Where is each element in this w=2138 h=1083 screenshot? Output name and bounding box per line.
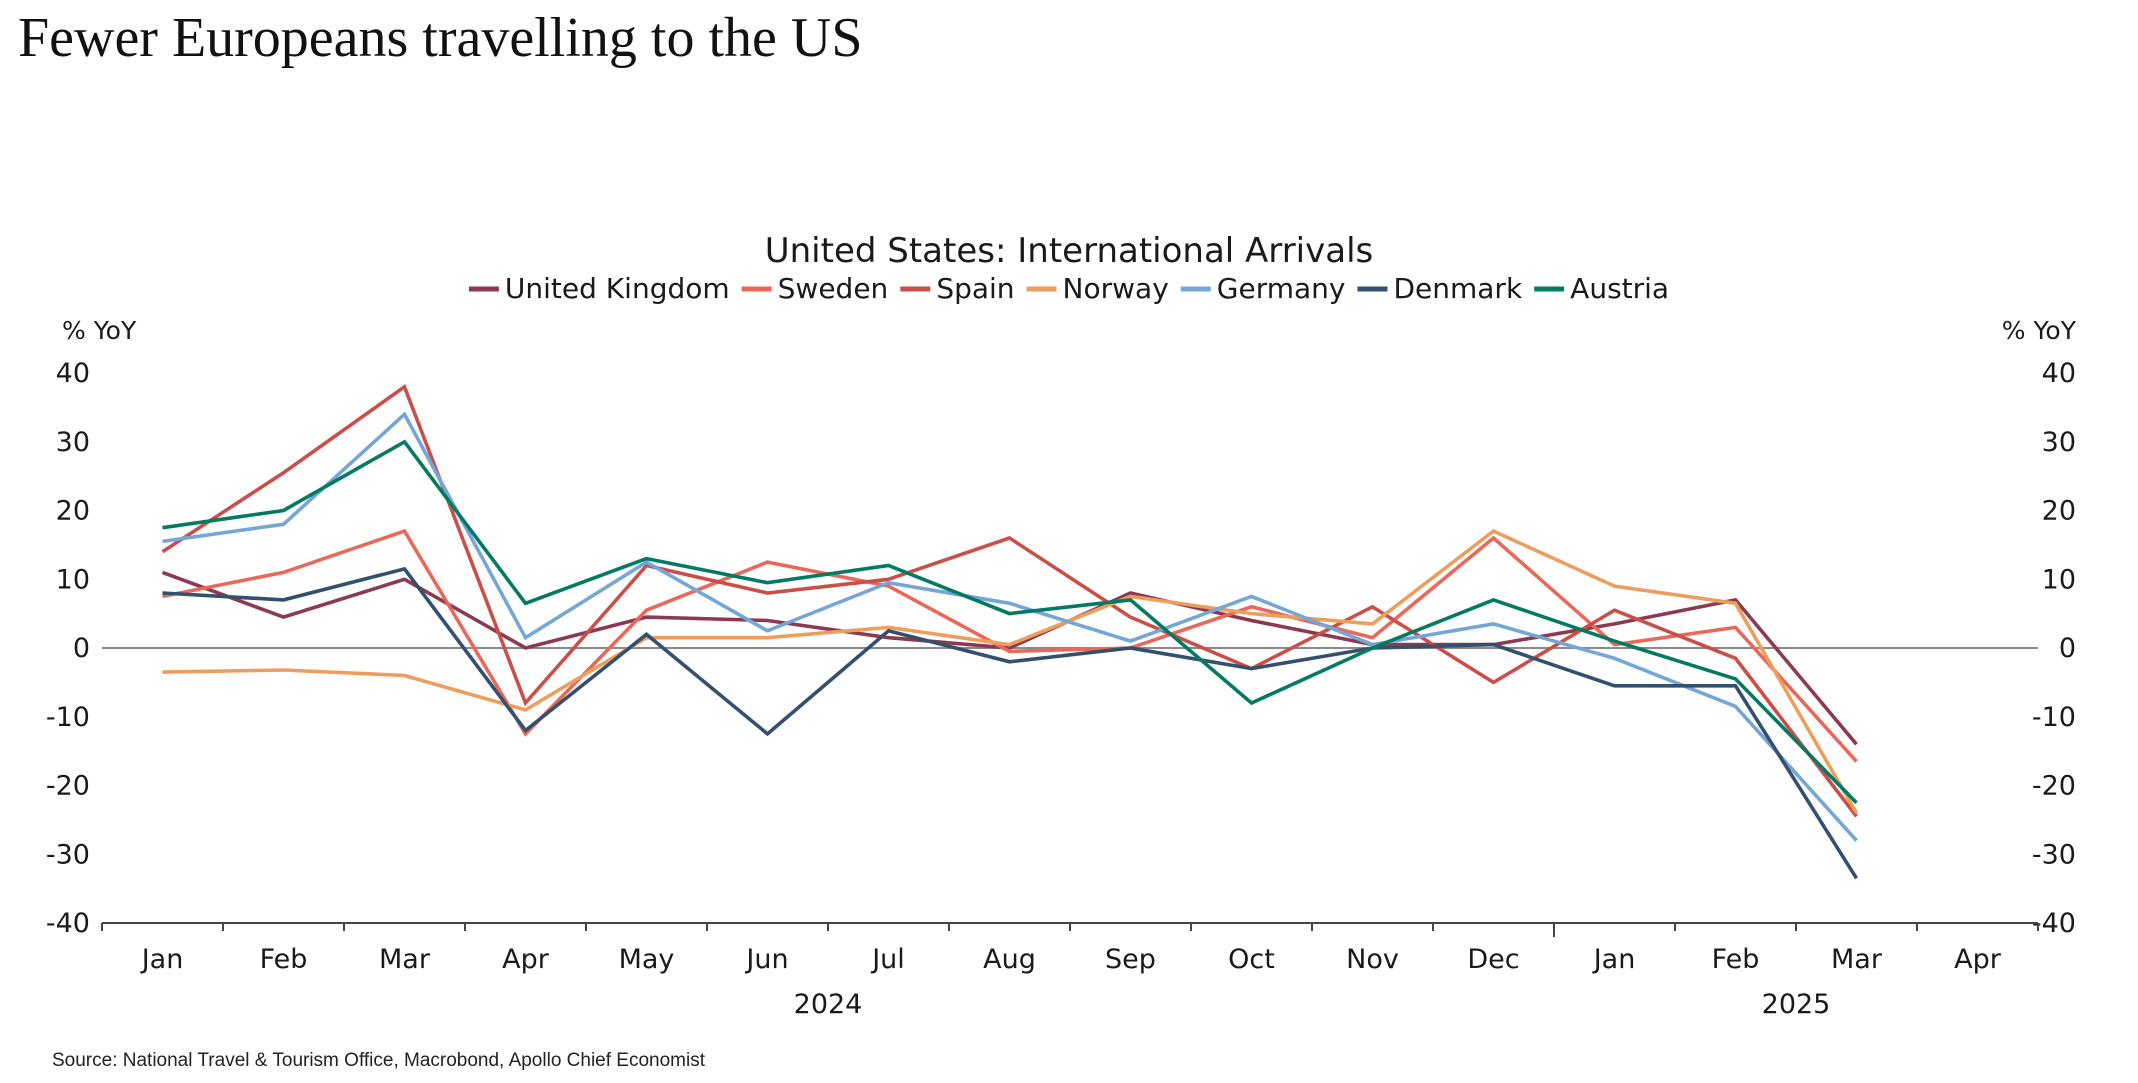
y-tick-label-right: 40 [2042, 358, 2076, 389]
y-tick-label-left: 0 [73, 633, 90, 664]
series-line-germany [162, 411, 1858, 842]
legend: United Kingdom Sweden Spain Norway Germany De… [468, 272, 1669, 305]
x-tick-label: Mar [1831, 944, 1883, 975]
y-tick-label-right: 30 [2042, 427, 2076, 458]
chart-title: United States: International Arrivals [765, 231, 1373, 271]
y-tick-label-left: -30 [46, 839, 90, 870]
legend-label: Austria [1570, 272, 1669, 305]
y-tick-label-right: 20 [2042, 496, 2076, 527]
source-note: Source: National Travel & Tourism Office… [52, 1050, 705, 1071]
year-label: 2025 [1762, 989, 1831, 1020]
year-label: 2024 [794, 989, 863, 1020]
x-tick-label: Jan [1592, 944, 1636, 975]
series-line-united-kingdom [161, 570, 1858, 746]
y-tick-label-left: 40 [56, 358, 90, 389]
x-tick-label: Feb [260, 944, 308, 975]
x-ticks: Jan Feb Mar Apr May Jun Jul Aug Sep Oct Nov Dec Jan F… [101, 923, 2039, 1020]
series-lines [161, 383, 1859, 880]
y-tick-label-right: -30 [2032, 839, 2076, 870]
y-tick-label-left: -40 [46, 908, 90, 939]
x-tick-label: Jul [870, 944, 905, 975]
series-line-denmark [162, 566, 1859, 880]
series-line-sweden [162, 528, 1858, 763]
legend-label: Sweden [778, 272, 889, 305]
y-ticks-left: 40 30 20 10 0 -10 -20 -30 -40 [46, 358, 90, 939]
x-tick-label: Apr [1954, 944, 2002, 975]
x-tick-label: Jun [744, 944, 788, 975]
x-tick-label: Jan [140, 944, 184, 975]
y-tick-label-right: 0 [2059, 633, 2076, 664]
x-tick-label: Nov [1346, 944, 1399, 975]
x-tick-label: May [619, 944, 675, 975]
y-tick-label-left: 20 [56, 496, 90, 527]
y-tick-label-right: -10 [2032, 702, 2076, 733]
legend-label: Denmark [1393, 272, 1522, 305]
x-tick-label: Apr [502, 944, 550, 975]
legend-label: Norway [1063, 272, 1169, 305]
y-tick-label-right: 10 [2042, 564, 2076, 595]
legend-label: Germany [1217, 272, 1346, 305]
x-tick-label: Sep [1105, 944, 1156, 975]
y-axis-label-left: % YoY [62, 316, 137, 345]
page-title: Fewer Europeans travelling to the US [18, 7, 863, 69]
y-tick-label-right: -40 [2032, 908, 2076, 939]
y-axis-label-right: % YoY [2002, 316, 2077, 345]
legend-label: United Kingdom [505, 272, 730, 305]
y-tick-label-left: -20 [46, 771, 90, 802]
series-line-austria [162, 439, 1858, 804]
y-tick-label-left: 10 [56, 564, 90, 595]
x-tick-label: Dec [1467, 944, 1519, 975]
y-tick-label-left: -10 [46, 702, 90, 733]
y-tick-label-left: 30 [56, 427, 90, 458]
x-tick-label: Mar [379, 944, 431, 975]
x-tick-label: Oct [1228, 944, 1275, 975]
legend-label: Spain [936, 272, 1014, 305]
x-tick-label: Aug [983, 944, 1036, 975]
x-tick-label: Feb [1712, 944, 1760, 975]
series-line-norway [162, 529, 1859, 814]
y-tick-label-right: -20 [2032, 771, 2076, 802]
y-ticks-right: 40 30 20 10 0 -10 -20 -30 -40 [2032, 358, 2076, 939]
